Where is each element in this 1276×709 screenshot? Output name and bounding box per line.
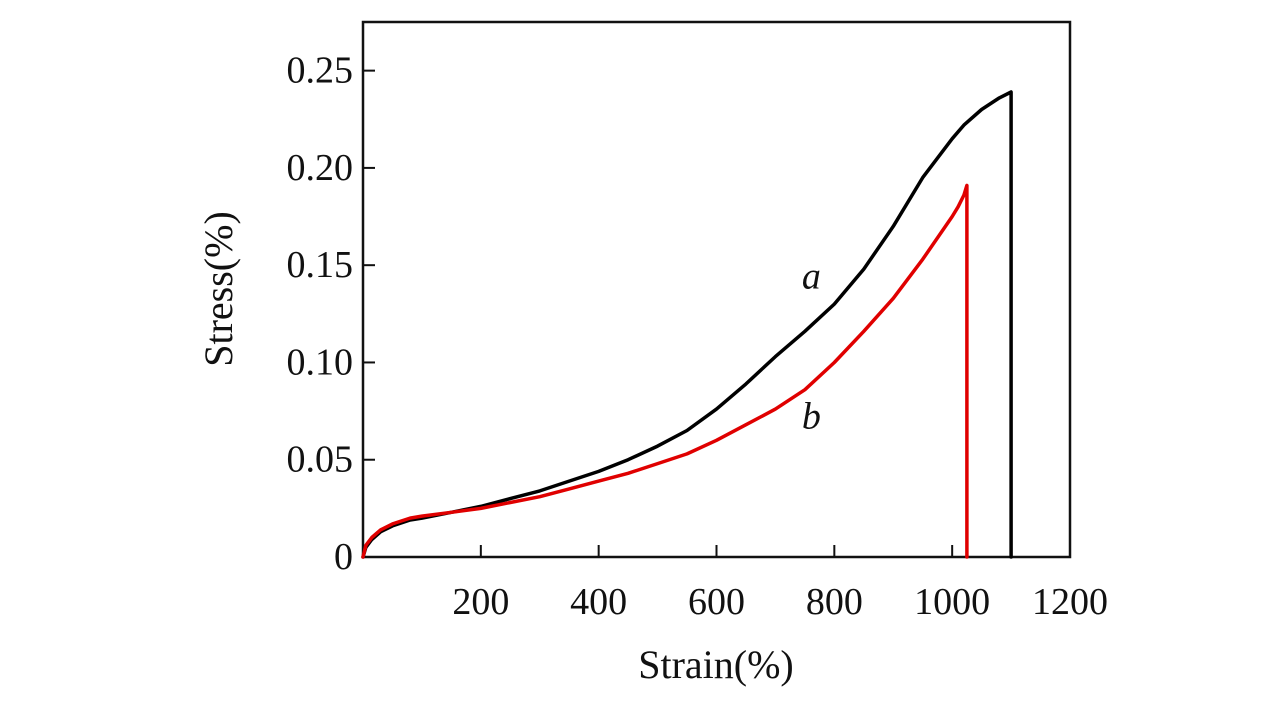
y-tick-label: 0 — [334, 536, 353, 578]
series-group — [361, 90, 1013, 559]
x-tick-label: 800 — [806, 581, 863, 623]
series-line-b — [361, 183, 969, 559]
curve-labels: ab — [802, 256, 821, 438]
series-line-a — [361, 90, 1013, 559]
x-tick-label: 1200 — [1032, 581, 1108, 623]
y-axis-ticks: 0 0.05 0.10 0.15 0.20 0.25 — [287, 50, 375, 578]
x-axis-title: Strain(%) — [638, 642, 794, 687]
y-tick-label: 0.05 — [287, 439, 354, 481]
x-axis-ticks: 200 400 600 800 1000 1200 — [452, 545, 1108, 623]
plot-frame — [361, 20, 1072, 559]
y-axis-title: Stress(%) — [196, 211, 241, 367]
x-tick-label: 600 — [688, 581, 745, 623]
y-tick-label: 0.10 — [287, 341, 354, 383]
x-tick-label: 1000 — [914, 581, 990, 623]
curve-label-b: b — [802, 396, 821, 438]
x-tick-label: 200 — [452, 581, 509, 623]
curve-label-a: a — [802, 256, 821, 298]
y-tick-label: 0.25 — [287, 50, 354, 92]
y-tick-label: 0.20 — [287, 147, 354, 189]
x-tick-label: 400 — [570, 581, 627, 623]
y-tick-label: 0.15 — [287, 244, 354, 286]
